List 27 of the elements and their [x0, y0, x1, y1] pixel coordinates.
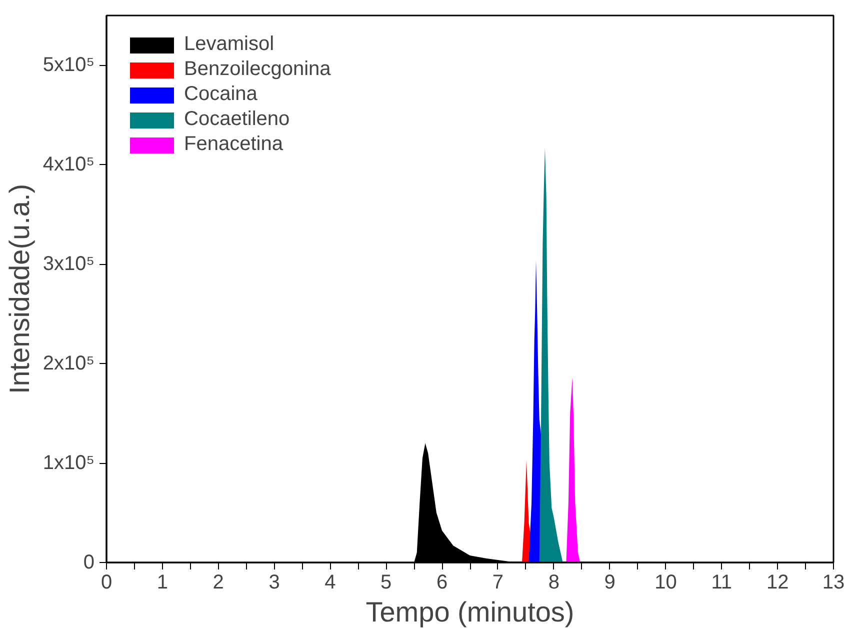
- y-tick-label: 2x10⁵: [42, 352, 95, 375]
- legend-label: Cocaetileno: [184, 108, 290, 131]
- legend-label: Benzoilecgonina: [184, 58, 331, 81]
- x-tick-label: 9: [604, 572, 616, 594]
- x-tick-label: 0: [100, 572, 112, 594]
- y-tick-label: 1x10⁵: [42, 452, 95, 474]
- x-tick-label: 5: [380, 572, 392, 594]
- legend-label: Fenacetina: [184, 133, 283, 156]
- x-tick-label: 11: [711, 572, 732, 594]
- x-tick-label: 12: [766, 572, 789, 594]
- x-tick-label: 2: [212, 572, 224, 594]
- legend-label: Cocaina: [184, 83, 258, 106]
- y-axis-title: Intensidade(u.a.): [4, 184, 35, 394]
- y-tick-label: 3x10⁵: [42, 253, 95, 276]
- x-tick-label: 4: [324, 572, 336, 594]
- y-tick-label: 5x10⁵: [42, 54, 95, 76]
- legend-label: Levamisol: [184, 33, 274, 56]
- x-tick-label: 7: [492, 572, 504, 594]
- x-tick-label: 13: [822, 572, 845, 594]
- y-tick-label: 4x10⁵: [42, 154, 95, 176]
- x-tick-label: 3: [268, 572, 280, 594]
- x-tick-label: 8: [548, 572, 560, 594]
- x-tick-label: 6: [436, 572, 448, 594]
- x-tick-label: 10: [654, 572, 677, 594]
- y-tick-label: 0: [83, 552, 94, 574]
- x-axis-title: Tempo (minutos): [366, 596, 574, 628]
- x-tick-label: 1: [156, 572, 168, 594]
